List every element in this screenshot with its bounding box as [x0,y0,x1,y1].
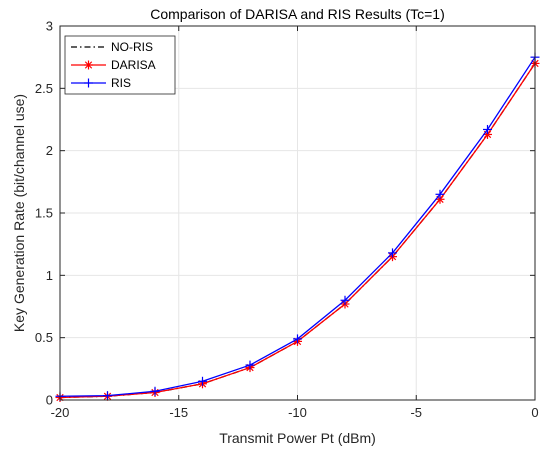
x-tick-label: -10 [288,405,307,420]
chart-title: Comparison of DARISA and RIS Results (Tc… [150,6,445,22]
legend-marker-darisa-stroke [84,61,93,69]
series-layer [55,52,540,403]
legend-entry-ris: RIS [71,76,131,90]
series-point-ris [245,360,255,370]
series-point-darisa-stroke [483,130,492,139]
x-tick-label: -20 [51,405,70,420]
legend-label-ris: RIS [111,76,131,90]
series-point-darisa-stroke [436,195,444,203]
y-tick-label: 1.5 [35,206,53,221]
series-point-ris [150,386,160,396]
legend-marker-ris [84,78,93,88]
series-point-ris [103,391,112,401]
x-axis-title: Transmit Power Pt (dBm) [219,430,376,446]
y-tick-label: 3 [46,19,53,34]
y-tick-label: 2.5 [35,81,53,96]
series-point-ris [340,295,350,305]
tick-layer: -20 -15 -10 -5 0 0 0.5 1 1.5 2 2.5 3 [35,19,539,421]
legend-marker-darisa [84,60,93,70]
series-ris [55,52,540,401]
legend-entry-no-ris: NO-RIS [71,40,153,54]
y-tick-label: 1 [46,268,53,283]
x-tick-label: 0 [531,405,538,420]
y-axis-title: Key Generation Rate (bit/channel use) [11,94,27,332]
legend-entry-darisa: DARISA [71,58,156,72]
legend: NO-RIS DARISA RIS [64,35,176,95]
series-point-ris [483,124,492,134]
legend-label-darisa: DARISA [111,58,156,72]
series-point-ris [388,248,397,258]
y-tick-label: 0.5 [35,330,53,345]
series-point-ris [293,334,302,344]
series-point-ris [198,376,207,386]
x-tick-label: -15 [169,405,188,420]
y-tick-label: 0 [46,393,53,408]
y-tick-label: 2 [46,143,53,158]
series-point-ris [435,189,445,199]
legend-label-no-ris: NO-RIS [111,40,153,54]
x-tick-label: -5 [410,405,422,420]
